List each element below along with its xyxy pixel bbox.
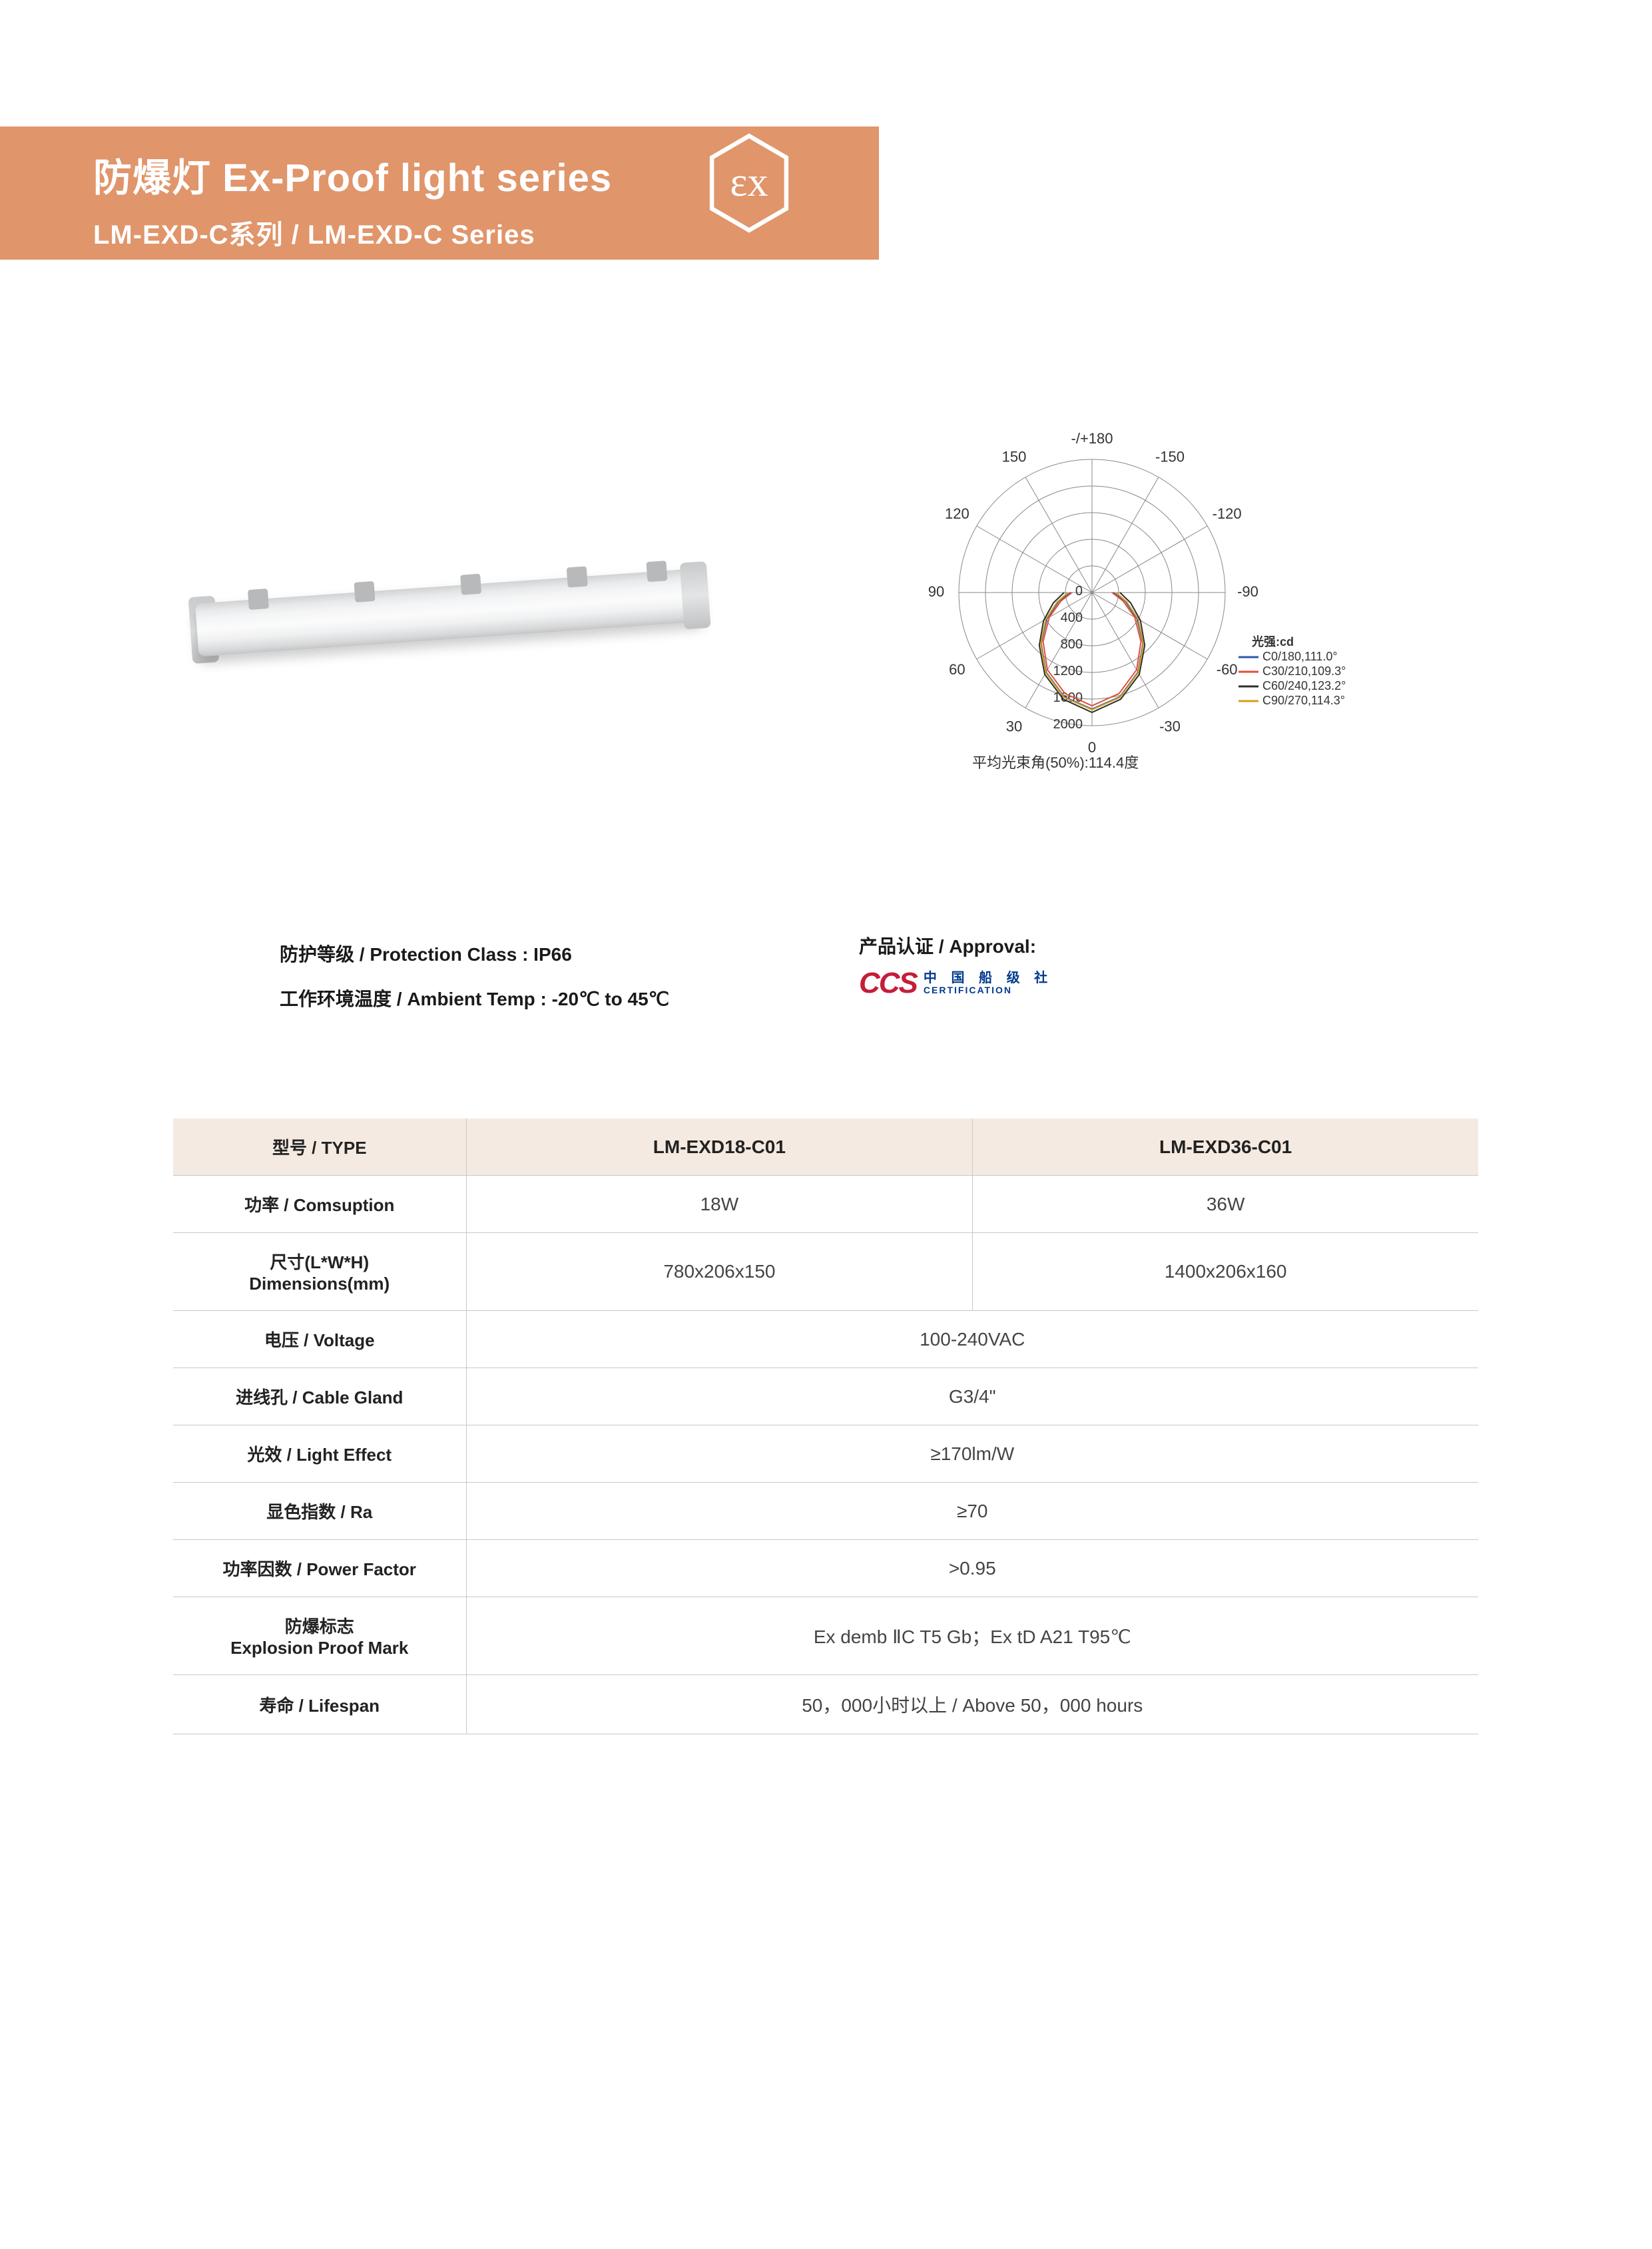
ex-logo-icon: εx — [706, 133, 792, 233]
table-row: 电压 / Voltage100-240VAC — [173, 1311, 1478, 1368]
col-type: 型号 / TYPE — [173, 1119, 466, 1176]
svg-text:800: 800 — [1061, 637, 1083, 652]
row-value: 100-240VAC — [466, 1311, 1478, 1368]
col-model-2: LM-EXD36-C01 — [973, 1119, 1478, 1176]
row-value: Ex demb ⅡC T5 Gb；Ex tD A21 T95℃ — [466, 1597, 1478, 1675]
table-row: 功率因数 / Power Factor>0.95 — [173, 1540, 1478, 1597]
svg-text:2000: 2000 — [1053, 717, 1083, 732]
row-label: 显色指数 / Ra — [173, 1483, 466, 1540]
ambient-temp: 工作环境温度 / Ambient Temp : -20℃ to 45℃ — [280, 977, 669, 1021]
row-value: ≥70 — [466, 1483, 1478, 1540]
ccs-text: CCS — [859, 967, 917, 1000]
table-row: 光效 / Light Effect≥170lm/W — [173, 1425, 1478, 1483]
row-value: 780x206x150 — [466, 1233, 973, 1311]
svg-text:-30: -30 — [1159, 718, 1181, 735]
table-row: 进线孔 / Cable GlandG3/4" — [173, 1368, 1478, 1425]
table-row: 寿命 / Lifespan50，000小时以上 / Above 50，000 h… — [173, 1675, 1478, 1734]
svg-text:C0/180,111.0°: C0/180,111.0° — [1262, 650, 1338, 663]
table-row: 功率 / Comsuption18W36W — [173, 1176, 1478, 1233]
row-label: 进线孔 / Cable Gland — [173, 1368, 466, 1425]
svg-text:0: 0 — [1075, 584, 1083, 599]
row-value: 18W — [466, 1176, 973, 1233]
svg-text:C30/210,109.3°: C30/210,109.3° — [1262, 664, 1346, 678]
svg-text:εx: εx — [730, 159, 768, 205]
row-label: 电压 / Voltage — [173, 1311, 466, 1368]
light-fixture-illustration — [194, 552, 704, 674]
svg-text:90: 90 — [928, 583, 944, 600]
row-label: 寿命 / Lifespan — [173, 1675, 466, 1734]
svg-text:-150: -150 — [1155, 448, 1185, 465]
col-model-1: LM-EXD18-C01 — [466, 1119, 973, 1176]
ccs-cn-top: 中 国 船 级 社 — [924, 971, 1053, 985]
svg-text:150: 150 — [1002, 448, 1027, 465]
svg-text:30: 30 — [1006, 718, 1022, 735]
svg-text:120: 120 — [945, 505, 969, 522]
row-label: 光效 / Light Effect — [173, 1425, 466, 1483]
table-row: 尺寸(L*W*H)Dimensions(mm)780x206x1501400x2… — [173, 1233, 1478, 1311]
svg-text:400: 400 — [1061, 611, 1083, 625]
row-value: >0.95 — [466, 1540, 1478, 1597]
table-row: 显色指数 / Ra≥70 — [173, 1483, 1478, 1540]
spec-table: 型号 / TYPE LM-EXD18-C01 LM-EXD36-C01 功率 /… — [173, 1119, 1478, 1734]
title-en: Ex-Proof light series — [222, 156, 612, 200]
row-label: 功率 / Comsuption — [173, 1176, 466, 1233]
svg-text:C60/240,123.2°: C60/240,123.2° — [1262, 679, 1346, 692]
svg-text:-90: -90 — [1237, 583, 1258, 600]
polar-chart: -150-120-90-60-300306090120150-/+1800400… — [852, 426, 1418, 772]
svg-text:60: 60 — [949, 661, 965, 678]
polar-caption: 平均光束角(50%):114.4度 — [972, 751, 1139, 772]
ccs-cn: 中 国 船 级 社 CERTIFICATION — [924, 971, 1053, 995]
product-image — [166, 513, 732, 712]
svg-text:1200: 1200 — [1053, 664, 1083, 678]
ccs-cn-bot: CERTIFICATION — [924, 985, 1053, 995]
table-header-row: 型号 / TYPE LM-EXD18-C01 LM-EXD36-C01 — [173, 1119, 1478, 1176]
row-value: 1400x206x160 — [973, 1233, 1478, 1311]
row-value: 50，000小时以上 / Above 50，000 hours — [466, 1675, 1478, 1734]
protection-class: 防护等级 / Protection Class : IP66 — [280, 932, 669, 977]
svg-text:-120: -120 — [1213, 505, 1242, 522]
header-banner: 防爆灯 Ex-Proof light series LM-EXD-C系列 / L… — [0, 126, 879, 260]
svg-text:C90/270,114.3°: C90/270,114.3° — [1262, 694, 1345, 707]
approval-block: 产品认证 / Approval: CCS 中 国 船 级 社 CERTIFICA… — [859, 932, 1053, 1000]
svg-text:-60: -60 — [1217, 661, 1238, 678]
row-value: G3/4" — [466, 1368, 1478, 1425]
svg-text:-/+180: -/+180 — [1071, 430, 1113, 447]
ccs-logo: CCS 中 国 船 级 社 CERTIFICATION — [859, 967, 1053, 1000]
specs-text: 防护等级 / Protection Class : IP66 工作环境温度 / … — [280, 932, 669, 1021]
row-label: 尺寸(L*W*H)Dimensions(mm) — [173, 1233, 466, 1311]
row-label: 防爆标志Explosion Proof Mark — [173, 1597, 466, 1675]
row-label: 功率因数 / Power Factor — [173, 1540, 466, 1597]
row-value: ≥170lm/W — [466, 1425, 1478, 1483]
svg-text:光强:cd: 光强:cd — [1251, 634, 1294, 648]
title-cn: 防爆灯 — [93, 156, 211, 200]
row-value: 36W — [973, 1176, 1478, 1233]
approval-label: 产品认证 / Approval: — [859, 932, 1053, 959]
table-row: 防爆标志Explosion Proof MarkEx demb ⅡC T5 Gb… — [173, 1597, 1478, 1675]
